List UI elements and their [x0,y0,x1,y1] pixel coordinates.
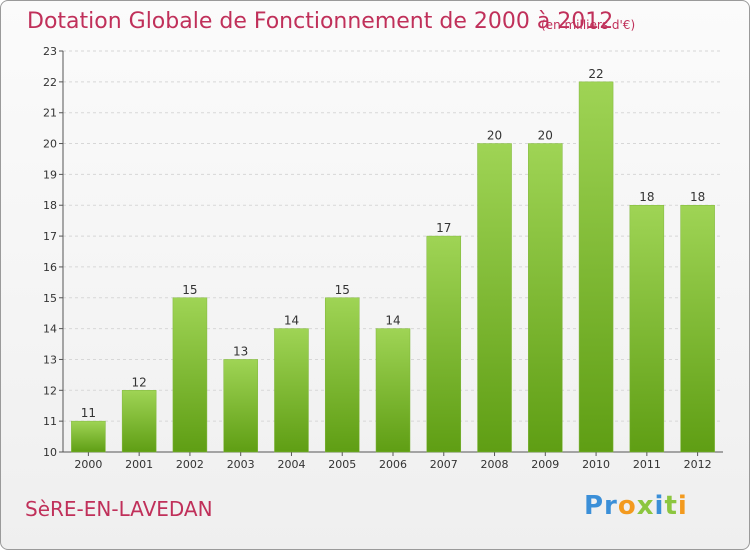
bar [578,81,614,453]
bar-value-label: 13 [233,344,248,358]
y-tick-label: 23 [43,45,57,58]
bar [680,204,715,453]
bar-value-label: 14 [284,314,299,328]
bar-value-label: 11 [81,406,96,420]
x-tick-label: 2004 [277,458,305,471]
x-tick-label: 2006 [379,458,407,471]
x-tick-label: 2003 [227,458,255,471]
x-tick-label: 2008 [481,458,509,471]
x-tick-label: 2011 [633,458,661,471]
bar-value-label: 17 [436,221,451,235]
bar-value-label: 18 [639,190,654,204]
bar [121,390,157,453]
chart-title: Dotation Globale de Fonctionnement de 20… [27,9,614,34]
x-tick-label: 2012 [684,458,712,471]
bars [71,81,715,453]
bar [172,297,208,453]
labels: 11 2000 12 2001 15 2002 13 2003 14 2004 15 2005 14 20… [74,67,711,471]
bar-value-label: 20 [538,129,553,143]
bar-value-label: 14 [385,314,400,328]
bar-value-label: 18 [690,190,705,204]
x-tick-label: 2007 [430,458,458,471]
y-tick-label: 11 [43,415,57,428]
bar-value-label: 12 [132,375,147,389]
y-tick-label: 16 [43,261,57,274]
x-tick-label: 2002 [176,458,204,471]
x-tick-label: 2000 [74,458,102,471]
bar [629,204,665,453]
y-tick-label: 19 [43,168,57,181]
x-tick-label: 2005 [328,458,356,471]
y-tick-label: 17 [43,230,57,243]
x-tick-label: 2009 [531,458,559,471]
y-tick-label: 12 [43,384,57,397]
y-tick-label: 15 [43,292,57,305]
bar [477,143,512,453]
bar [528,143,563,453]
y-tick-label: 10 [43,446,57,459]
y-tick-label: 14 [43,323,57,336]
x-tick-label: 2001 [125,458,153,471]
commune-name: SèRE-EN-LAVEDAN [25,497,213,521]
bar-value-label: 20 [487,129,502,143]
y-tick-label: 22 [43,76,57,89]
y-tick-label: 20 [43,138,57,151]
bar-value-label: 15 [182,283,197,297]
x-tick-label: 2010 [582,458,610,471]
y-tick-label: 18 [43,199,57,212]
bar [223,359,258,453]
y-tick-label: 13 [43,353,57,366]
chart-unit: (en milliers d'€) [541,18,636,32]
y-tick-label: 21 [43,107,57,120]
bar [426,235,462,453]
bar [71,420,106,453]
bar [375,328,411,453]
proxiti-logo: Proxiti [584,491,688,521]
bar-value-label: 15 [335,283,350,297]
bar [324,297,360,453]
bar [274,328,309,453]
bar-value-label: 22 [588,67,603,81]
